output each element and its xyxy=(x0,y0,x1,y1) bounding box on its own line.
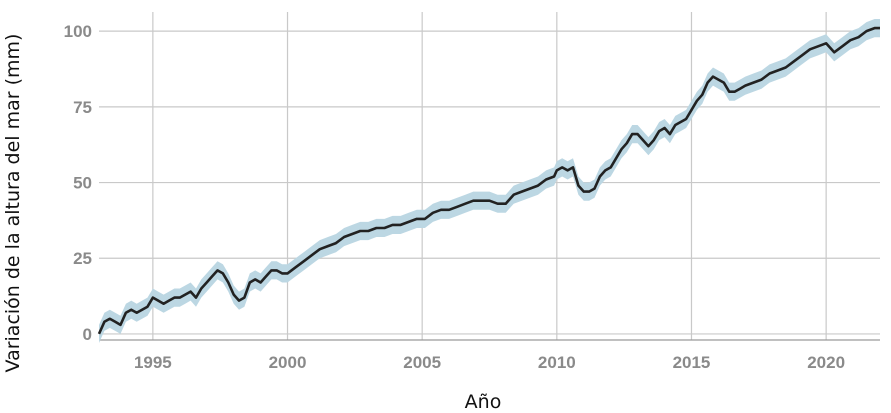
x-tick-label-2010: 2010 xyxy=(538,353,576,372)
x-tick-label-2000: 2000 xyxy=(269,353,307,372)
x-tick-label-2015: 2015 xyxy=(673,353,711,372)
y-tick-labels: 0 25 50 75 100 xyxy=(64,22,92,344)
sea-level-line xyxy=(97,26,880,335)
x-tick-label-2020: 2020 xyxy=(807,353,845,372)
y-tick-label-25: 25 xyxy=(73,249,92,268)
y-tick-label-100: 100 xyxy=(64,22,92,41)
y-tick-label-0: 0 xyxy=(83,325,92,344)
y-tick-label-50: 50 xyxy=(73,174,92,193)
x-tick-label-2005: 2005 xyxy=(403,353,441,372)
x-tick-label-1995: 1995 xyxy=(134,353,172,372)
x-tick-labels: 1995 2000 2005 2010 2015 2020 xyxy=(134,353,845,372)
grid xyxy=(99,12,880,341)
y-axis-title: Variación de la altura del mar (mm) xyxy=(2,34,24,373)
uncertainty-band xyxy=(99,19,880,343)
y-tick-label-75: 75 xyxy=(73,98,92,117)
x-axis-title: Año xyxy=(465,391,502,413)
